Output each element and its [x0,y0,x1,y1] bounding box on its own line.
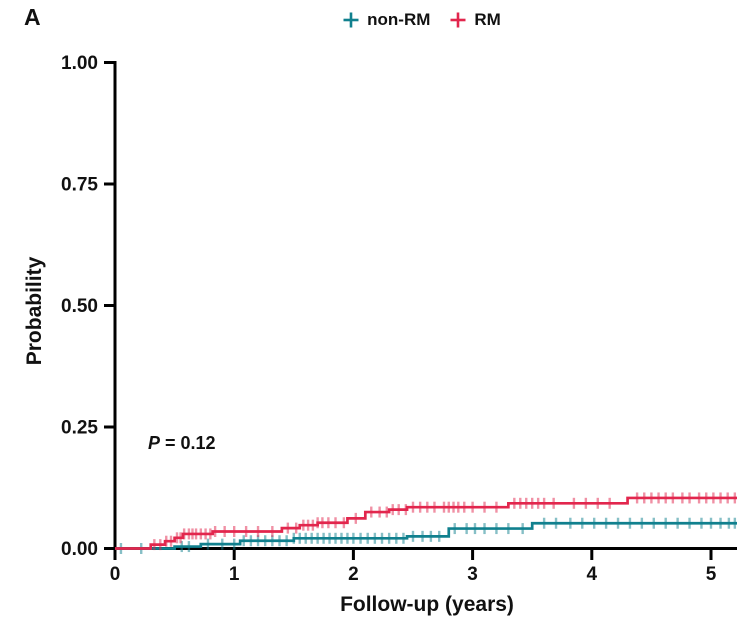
plus-marker-icon [343,12,359,28]
plus-marker-icon [450,12,466,28]
legend-label: RM [474,10,501,29]
legend-item-RM: RM [448,10,501,30]
x-tick-label: 5 [706,564,717,585]
y-tick-label: 1.00 [61,53,98,74]
legend: non-RM RM [115,10,727,30]
x-tick-label: 0 [110,564,121,585]
pvalue-text: = 0.12 [160,433,216,453]
y-axis-title: Probability [23,256,46,366]
legend-item-non-RM: non-RM [341,10,430,30]
panel-label: A [24,4,41,30]
pvalue-symbol: P [148,433,161,453]
x-tick-label: 4 [587,564,598,585]
pvalue-annotation: P = 0.12 [148,433,216,454]
y-tick-label: 0.75 [61,175,98,196]
x-tick-label: 3 [467,564,478,585]
x-axis-title: Follow-up (years) [340,593,514,616]
y-tick-label: 0.50 [61,296,98,317]
legend-label: non-RM [367,10,431,29]
y-tick-label: 0.00 [61,539,98,560]
y-tick-label: 0.25 [61,418,98,439]
x-tick-label: 2 [348,564,359,585]
x-tick-label: 1 [229,564,240,585]
